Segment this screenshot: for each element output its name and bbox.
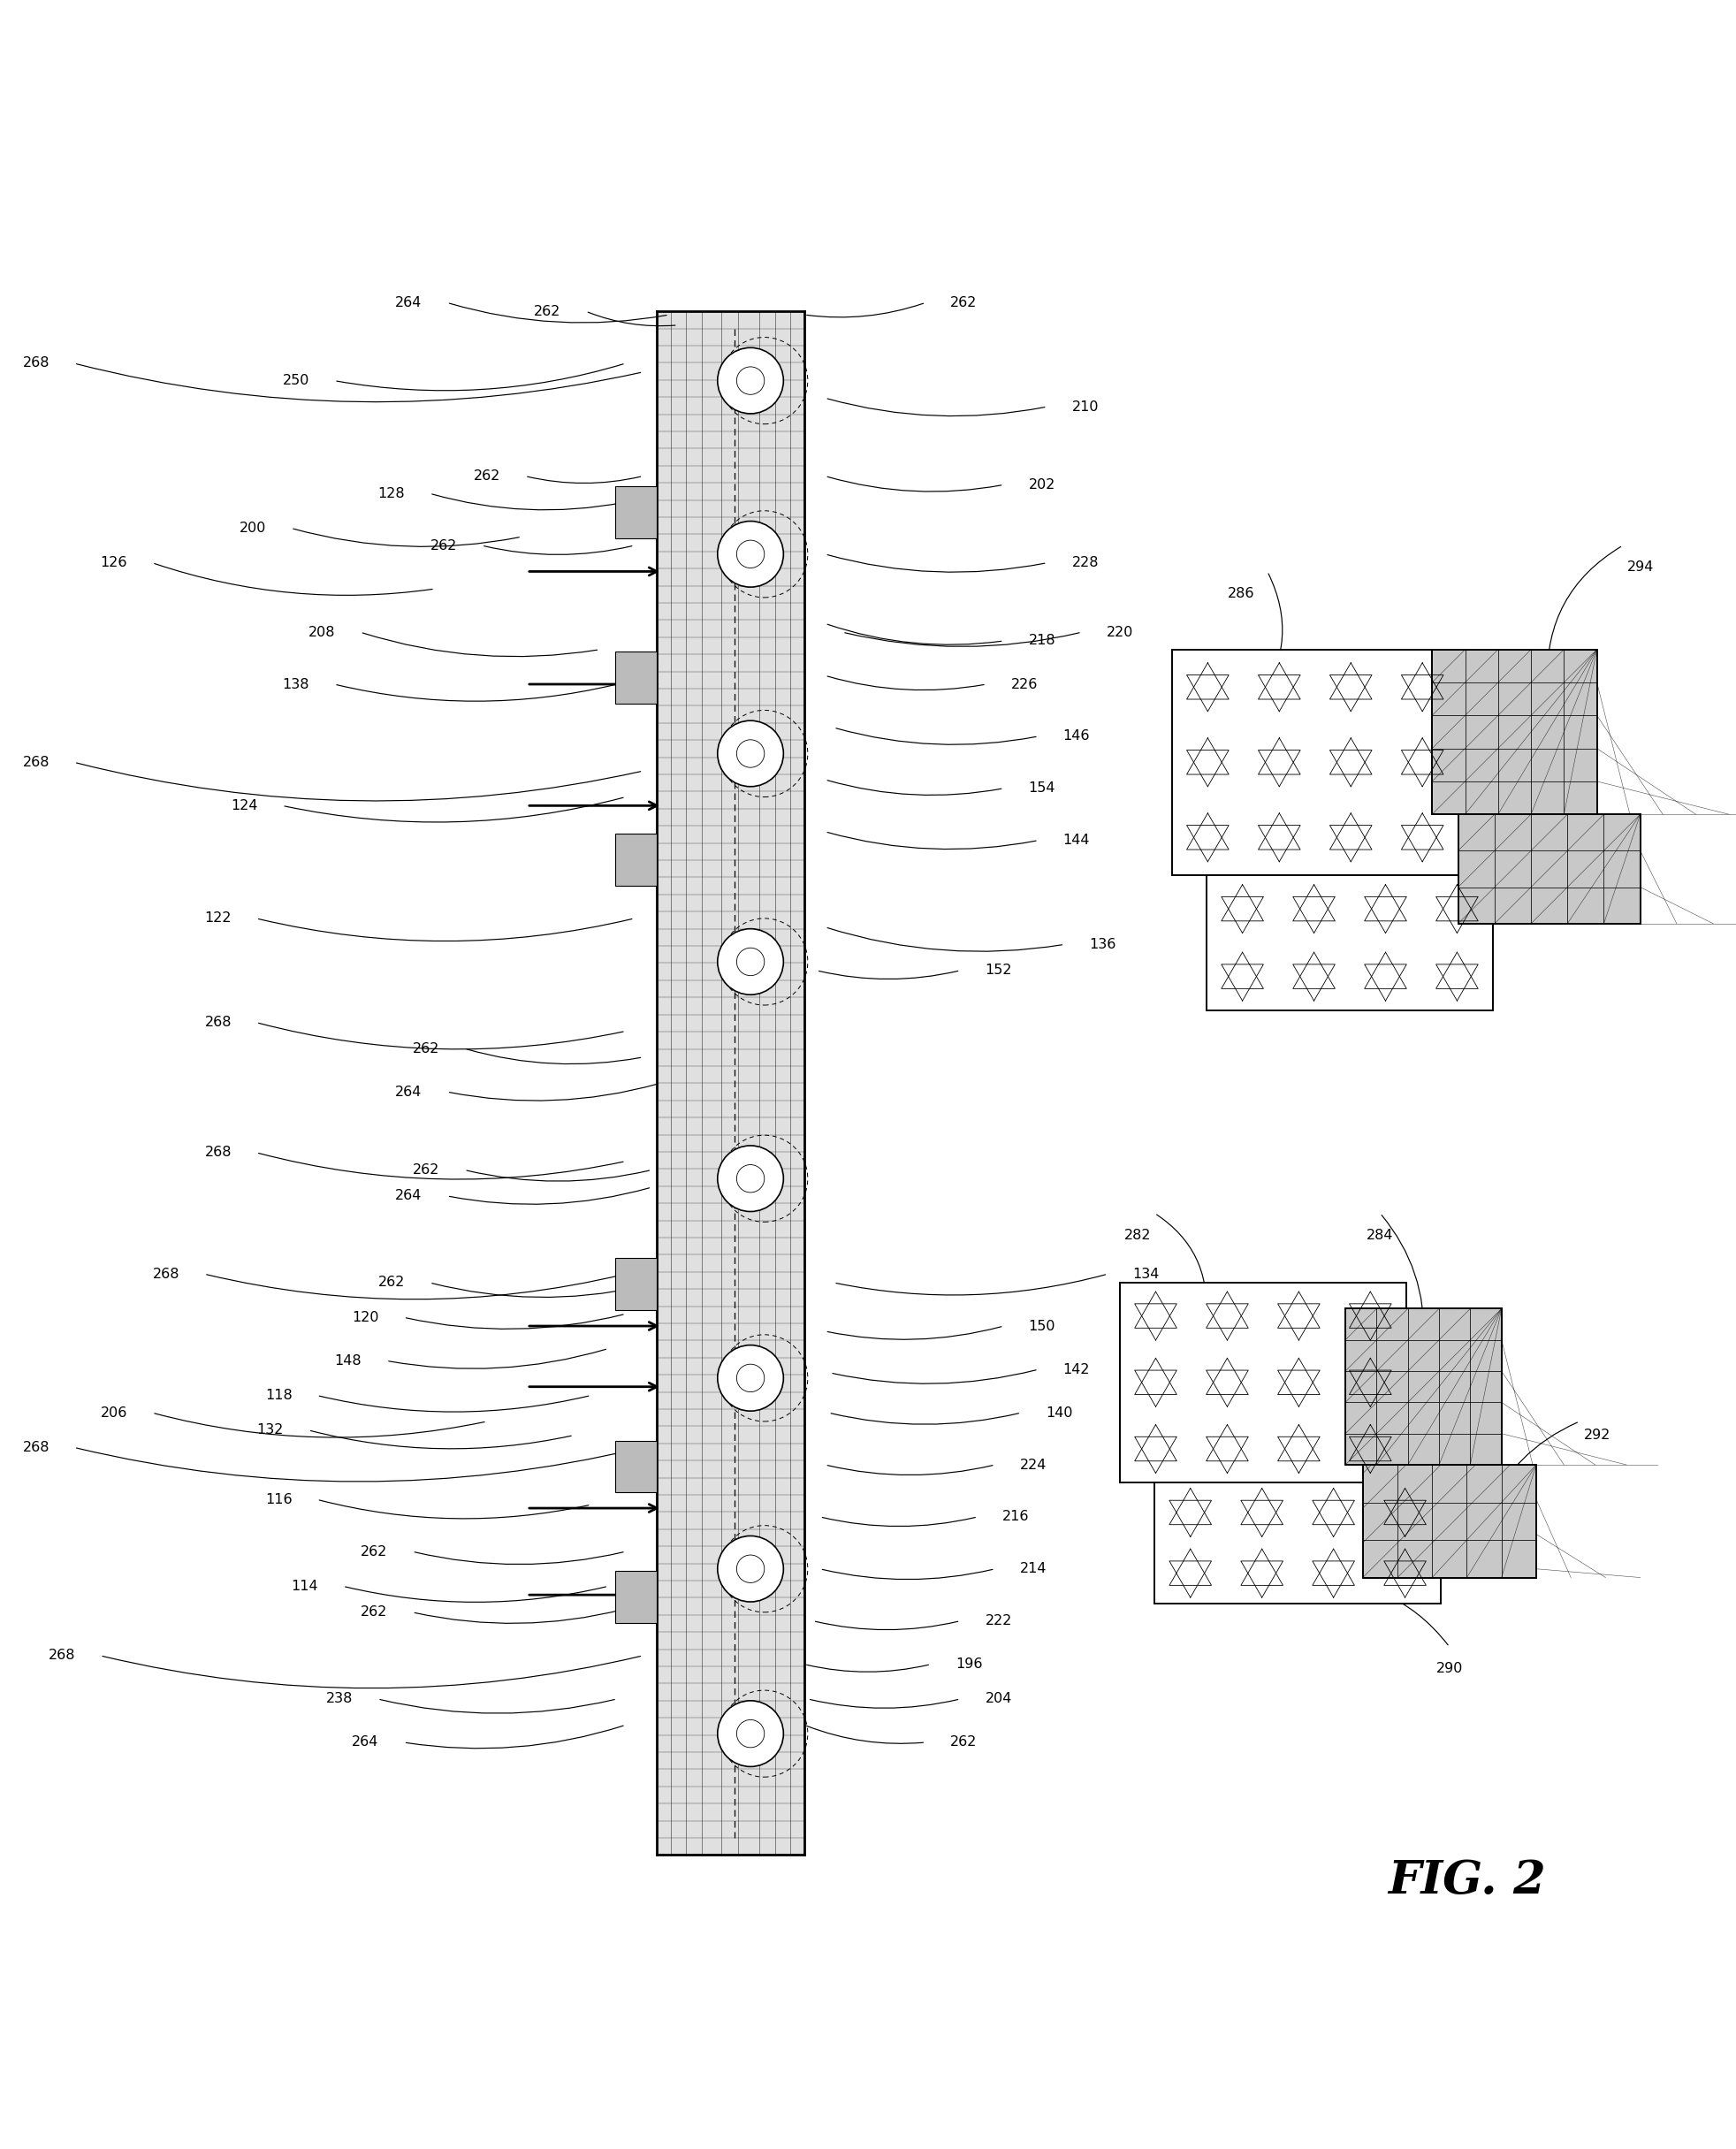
- Text: 126: 126: [101, 557, 127, 569]
- Bar: [615, 1571, 656, 1622]
- Text: 208: 208: [309, 625, 335, 638]
- Text: 136: 136: [1088, 937, 1116, 952]
- Text: 282: 282: [1123, 1229, 1151, 1242]
- Text: 262: 262: [535, 305, 561, 318]
- Bar: [1458, 814, 1639, 924]
- Text: 264: 264: [396, 1085, 422, 1098]
- Text: 262: 262: [474, 468, 500, 484]
- Text: 152: 152: [984, 963, 1012, 978]
- Text: 250: 250: [283, 374, 309, 387]
- Text: 222: 222: [984, 1614, 1012, 1627]
- Text: 220: 220: [1106, 625, 1134, 638]
- Text: 268: 268: [49, 1648, 75, 1661]
- Text: 264: 264: [396, 297, 422, 309]
- Text: 262: 262: [431, 539, 457, 552]
- Text: 268: 268: [23, 756, 49, 769]
- Text: 264: 264: [352, 1736, 378, 1749]
- Circle shape: [717, 522, 783, 587]
- Text: 290: 290: [1436, 1663, 1462, 1676]
- Text: 150: 150: [1028, 1319, 1055, 1332]
- Text: 124: 124: [231, 799, 257, 812]
- Text: 262: 262: [413, 1163, 439, 1176]
- Text: 262: 262: [378, 1277, 404, 1289]
- Text: 238: 238: [326, 1691, 352, 1706]
- Text: 226: 226: [1010, 677, 1038, 690]
- Bar: [615, 651, 656, 703]
- Text: 122: 122: [205, 911, 231, 924]
- Text: 154: 154: [1028, 782, 1055, 795]
- Bar: [1432, 649, 1595, 814]
- Text: 144: 144: [1062, 834, 1090, 847]
- Circle shape: [717, 1700, 783, 1766]
- Text: 224: 224: [1019, 1459, 1047, 1472]
- Text: 204: 204: [984, 1691, 1012, 1706]
- Bar: [615, 486, 656, 539]
- Text: 288: 288: [1444, 943, 1470, 956]
- Text: 140: 140: [1045, 1405, 1073, 1418]
- Text: 196: 196: [955, 1657, 983, 1672]
- Text: 262: 262: [413, 1042, 439, 1055]
- Text: 268: 268: [153, 1268, 179, 1281]
- Text: 268: 268: [205, 1016, 231, 1029]
- Bar: [1172, 649, 1458, 875]
- Bar: [615, 1259, 656, 1311]
- Text: 134: 134: [1132, 1268, 1160, 1281]
- Text: 200: 200: [240, 522, 266, 535]
- Bar: [615, 1440, 656, 1494]
- Circle shape: [717, 348, 783, 413]
- Text: 262: 262: [950, 297, 977, 309]
- Text: 262: 262: [361, 1605, 387, 1618]
- Text: 114: 114: [292, 1580, 318, 1592]
- Text: 268: 268: [23, 1440, 49, 1455]
- Text: 264: 264: [396, 1188, 422, 1203]
- Bar: [615, 834, 656, 885]
- Text: 268: 268: [23, 357, 49, 370]
- Text: 296: 296: [1566, 761, 1592, 774]
- Text: 148: 148: [335, 1354, 361, 1367]
- Bar: [1120, 1283, 1406, 1483]
- Circle shape: [717, 928, 783, 995]
- Text: 138: 138: [283, 677, 309, 690]
- Bar: [1345, 1309, 1500, 1466]
- Text: FIG. 2: FIG. 2: [1387, 1859, 1545, 1904]
- Text: 294: 294: [1627, 561, 1653, 574]
- Circle shape: [717, 720, 783, 787]
- Text: 262: 262: [950, 1736, 977, 1749]
- Text: 116: 116: [266, 1494, 292, 1506]
- Bar: [1207, 875, 1491, 1010]
- Bar: [1363, 1466, 1535, 1577]
- Text: 292: 292: [1583, 1429, 1609, 1442]
- Text: 146: 146: [1062, 731, 1090, 744]
- Text: 202: 202: [1028, 477, 1055, 492]
- Bar: [656, 312, 804, 1855]
- Text: 268: 268: [205, 1145, 231, 1158]
- Text: 120: 120: [352, 1311, 378, 1324]
- Circle shape: [717, 1345, 783, 1412]
- Text: 210: 210: [1071, 400, 1099, 413]
- Text: 214: 214: [1019, 1562, 1047, 1575]
- Text: 132: 132: [257, 1423, 283, 1438]
- Text: 128: 128: [378, 488, 404, 501]
- Text: 286: 286: [1227, 587, 1253, 600]
- Circle shape: [717, 1145, 783, 1212]
- Text: 284: 284: [1366, 1229, 1392, 1242]
- Text: 206: 206: [101, 1405, 127, 1418]
- Text: 218: 218: [1028, 634, 1055, 647]
- Text: 228: 228: [1071, 557, 1099, 569]
- Text: 262: 262: [361, 1545, 387, 1558]
- Text: 142: 142: [1062, 1362, 1090, 1375]
- Text: 118: 118: [266, 1388, 292, 1401]
- Circle shape: [717, 1537, 783, 1601]
- Text: 216: 216: [1002, 1511, 1029, 1524]
- Bar: [1154, 1483, 1441, 1603]
